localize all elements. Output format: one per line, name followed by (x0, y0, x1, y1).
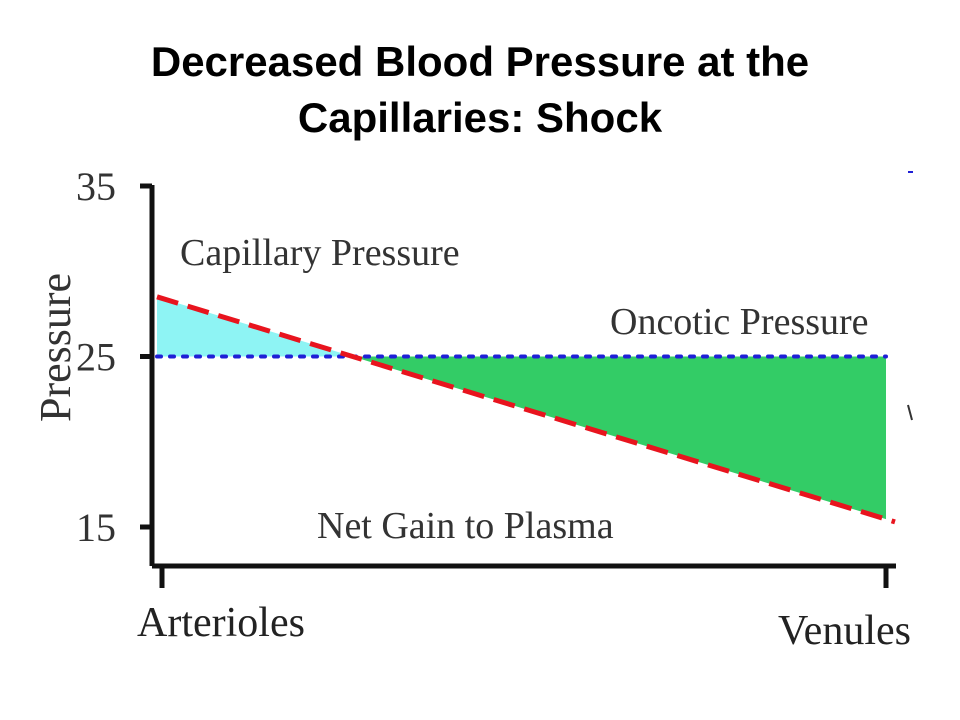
edge-mark-mid (907, 404, 913, 421)
x-label-venules: Venules (778, 608, 911, 654)
slide-title-line-2: Capillaries: Shock (297, 94, 663, 141)
slide-title: Decreased Blood Pressure at the Capillar… (0, 34, 960, 146)
y-tick-label-35: 35 (76, 164, 116, 209)
y-tick-group: 15 25 35 (76, 164, 152, 550)
oncotic-pressure-label: Oncotic Pressure (610, 301, 869, 343)
y-tick-label-15: 15 (76, 505, 116, 550)
capillary-pressure-label: Capillary Pressure (180, 232, 460, 274)
slide-title-line-1: Decreased Blood Pressure at the (150, 38, 810, 85)
capillary-pressure-line (156, 294, 896, 525)
net-gain-label: Net Gain to Plasma (317, 505, 614, 547)
x-label-arterioles: Arterioles (137, 600, 305, 646)
y-axis-title: Pressure (31, 273, 80, 422)
y-tick-label-25: 25 (76, 335, 116, 380)
